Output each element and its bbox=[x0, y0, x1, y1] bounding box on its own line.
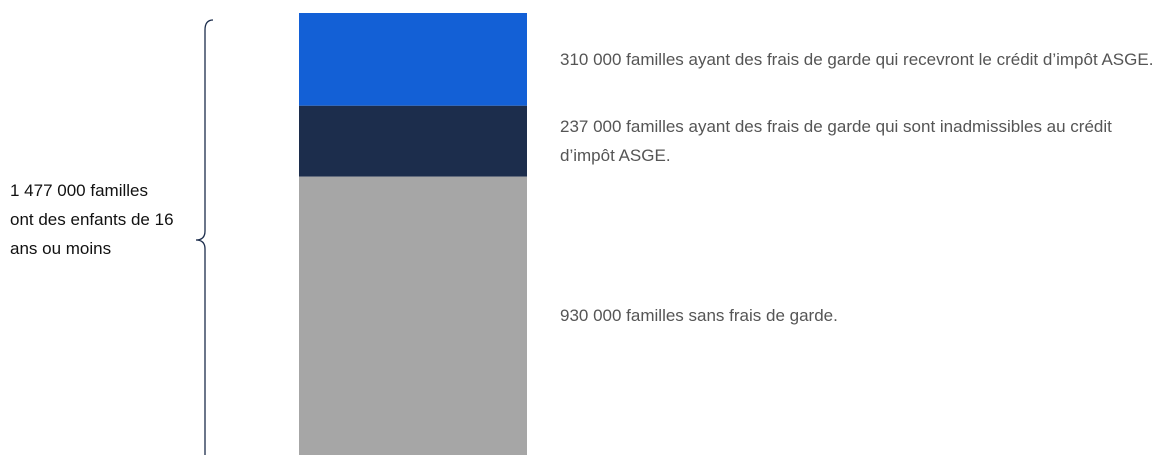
brace bbox=[195, 19, 214, 455]
bar-segment bbox=[299, 13, 527, 106]
segment-label: 237 000 familles ayant des frais de gard… bbox=[560, 117, 1112, 166]
segment-label: 930 000 familles sans frais de garde. bbox=[560, 306, 838, 326]
segment-label: 310 000 familles ayant des frais de gard… bbox=[560, 49, 1154, 69]
total-annotation: 1 477 000 familles ont des enfants de 16… bbox=[10, 181, 174, 258]
bar-segment bbox=[299, 176, 527, 455]
bar-segment bbox=[299, 105, 527, 177]
